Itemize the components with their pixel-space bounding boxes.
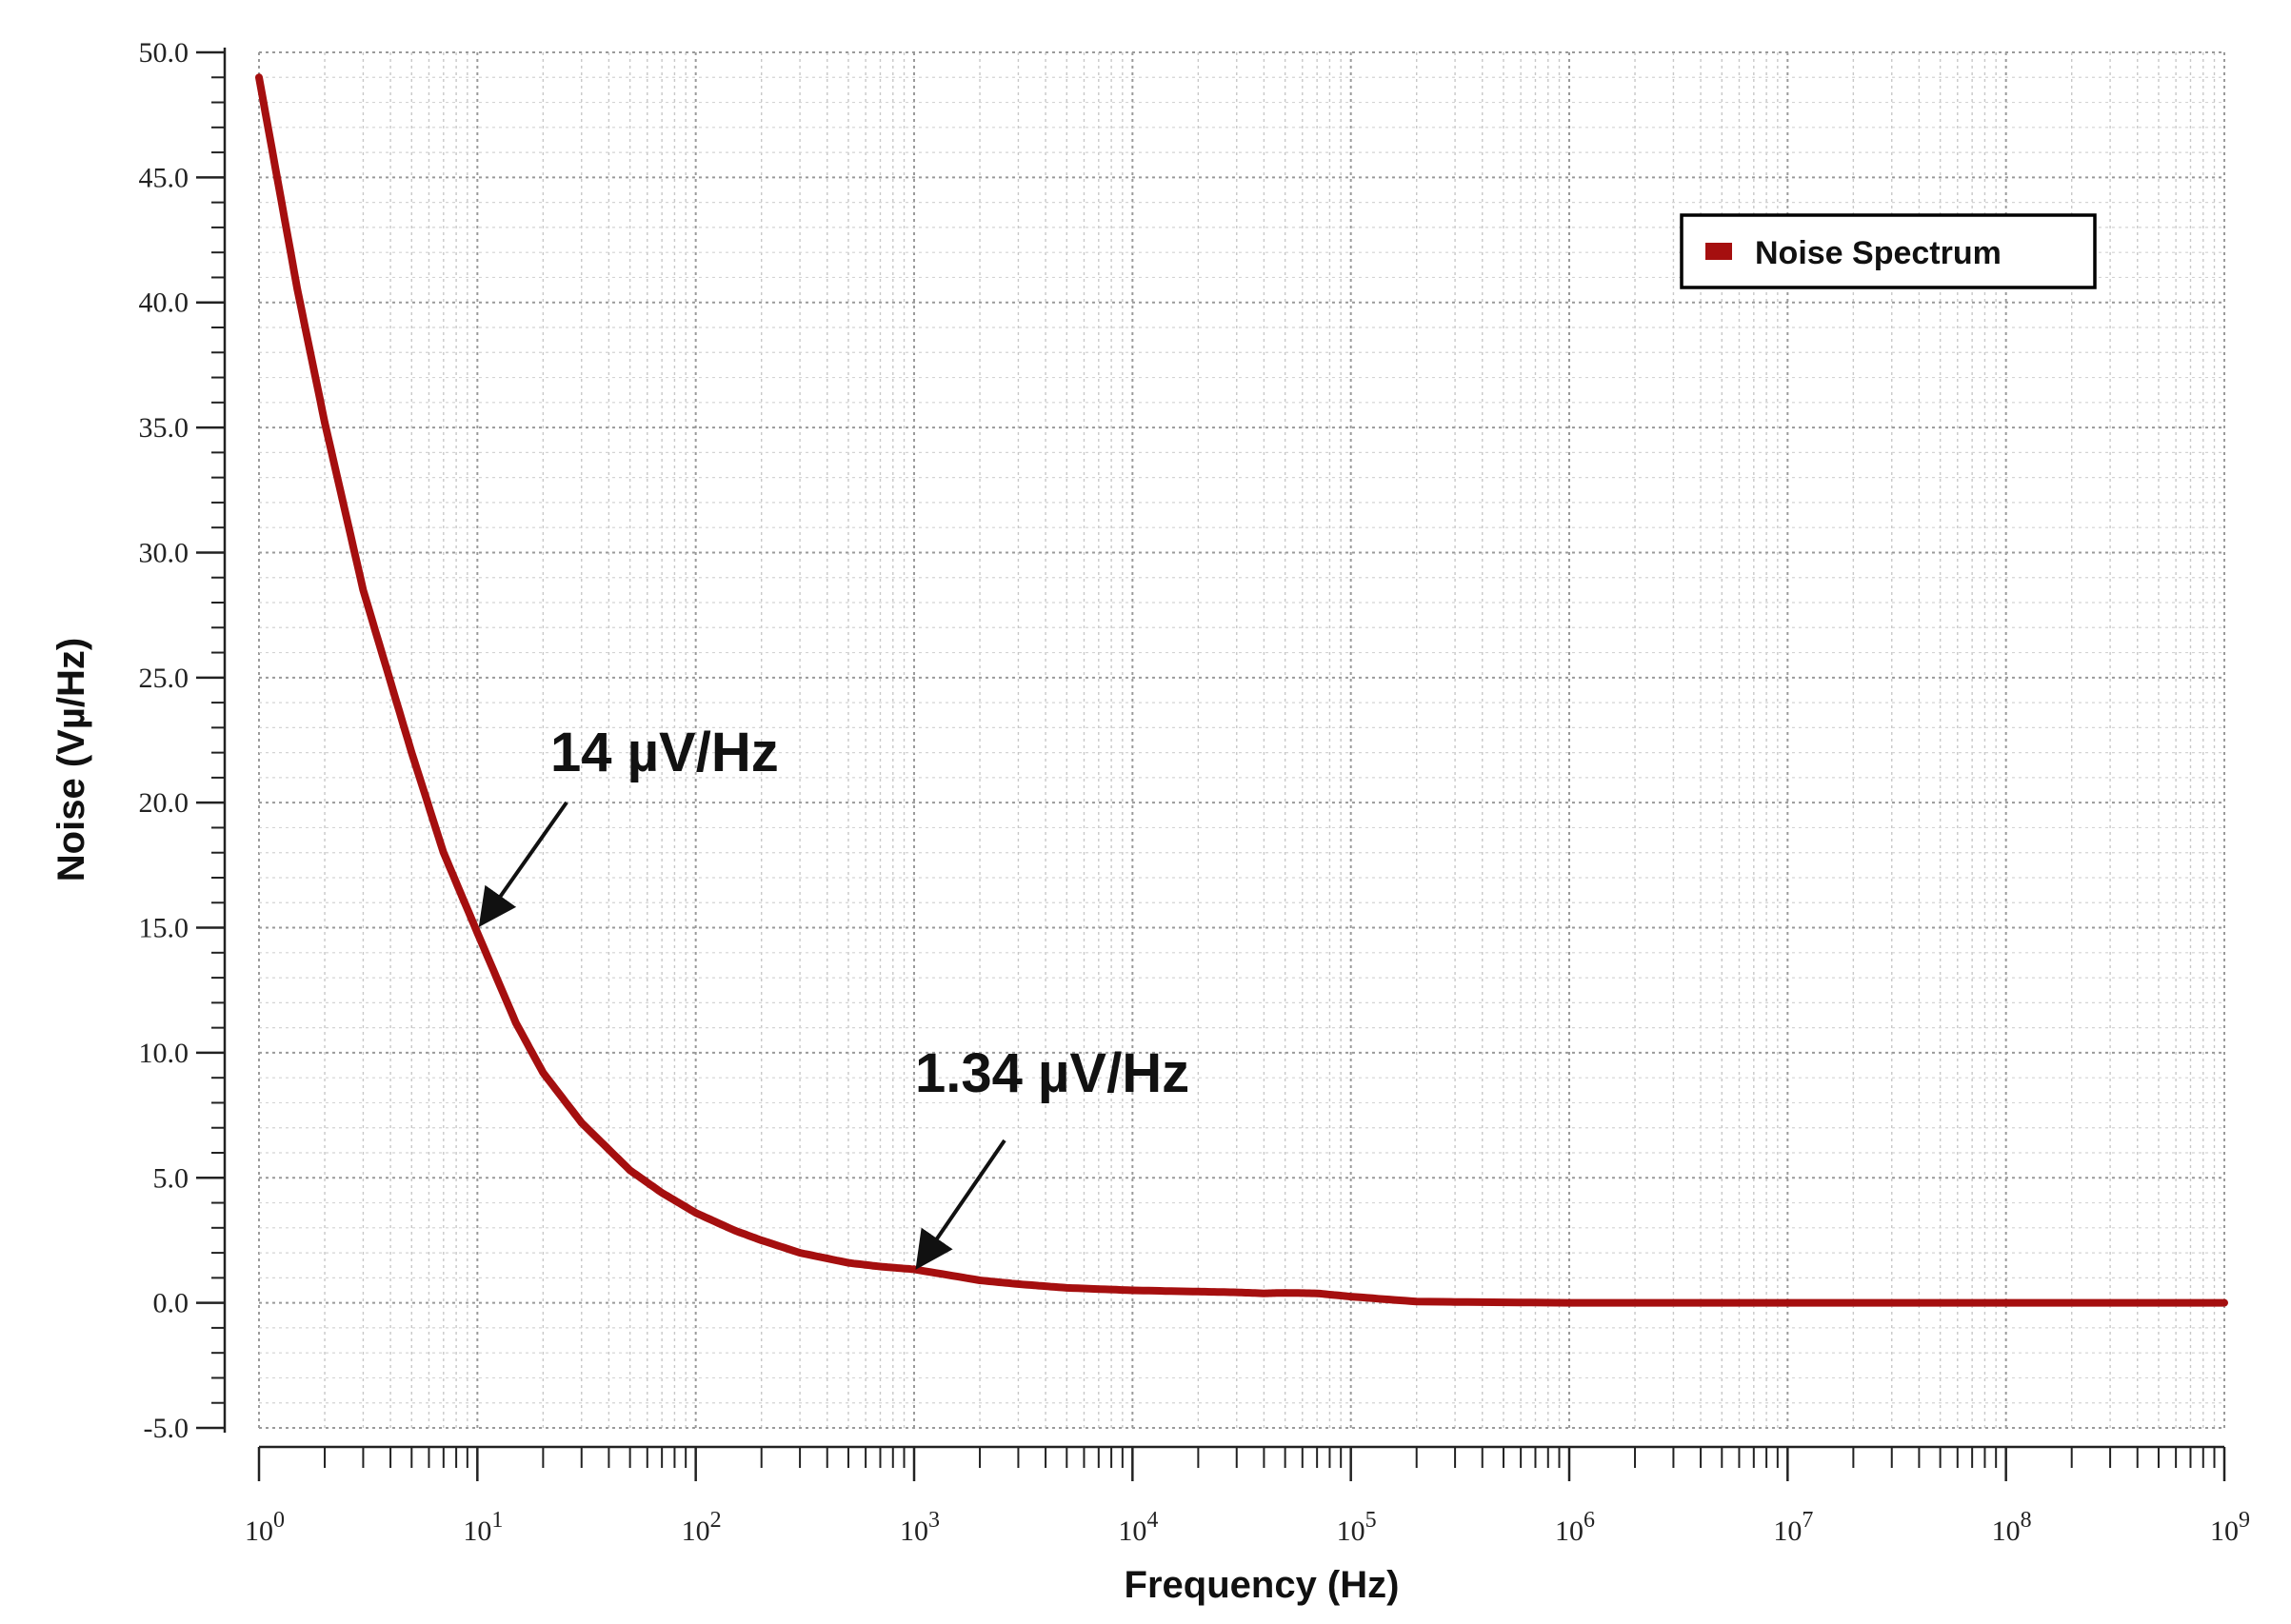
data-point — [2221, 1299, 2227, 1306]
series-layer — [255, 73, 2228, 1307]
data-point — [1347, 1294, 1354, 1300]
data-point — [578, 1119, 585, 1126]
legend-box — [1680, 213, 2097, 289]
y-tick-label: 40.0 — [139, 287, 189, 319]
data-point — [2002, 1299, 2009, 1306]
annotation-label: 14 µV/Hz — [550, 722, 779, 783]
annotation-arrow — [478, 801, 568, 927]
y-axis-title: Noise (Vµ/Hz) — [50, 638, 92, 881]
data-point — [474, 929, 481, 936]
data-point — [758, 1237, 765, 1243]
x-tick-label: 104 — [1118, 1508, 1158, 1547]
x-tick-label: 105 — [1337, 1508, 1377, 1547]
data-point — [1064, 1284, 1070, 1291]
data-point — [1261, 1290, 1267, 1297]
x-tick-label: 101 — [463, 1508, 503, 1547]
data-point — [1314, 1290, 1321, 1297]
y-tick-label: 35.0 — [139, 412, 189, 444]
data-point — [1129, 1287, 1136, 1294]
y-tick-label: 10.0 — [139, 1038, 189, 1069]
x-tick-label: 109 — [2210, 1508, 2250, 1547]
data-point — [440, 849, 447, 856]
data-point — [692, 1210, 699, 1217]
annotation-label: 1.34 µV/Hz — [915, 1042, 1189, 1104]
data-point — [911, 1266, 917, 1273]
axes — [223, 48, 2224, 1449]
y-tick-label: 25.0 — [139, 663, 189, 694]
data-point — [540, 1069, 547, 1076]
tick-labels: -5.0 0.0 5.0 10.0 15.0 20.0 25.0 30.0 35.0 40.0 45… — [139, 37, 2251, 1547]
y-tick-label: 15.0 — [139, 913, 189, 944]
data-point — [877, 1263, 884, 1270]
y-tick-label: -5.0 — [144, 1413, 189, 1444]
x-tick-label: 103 — [900, 1508, 940, 1547]
data-point — [256, 74, 262, 81]
data-point — [1566, 1299, 1572, 1306]
data-point — [408, 749, 415, 756]
legend: Noise Spectrum — [1680, 213, 2097, 289]
annotations: 14 µV/Hz 1.34 µV/Hz — [478, 722, 1189, 1270]
data-point — [1282, 1290, 1288, 1297]
x-axis-title: Frequency (Hz) — [1125, 1564, 1400, 1606]
data-point — [1015, 1280, 1022, 1287]
x-tick-label: 108 — [1992, 1508, 2032, 1547]
data-point — [1195, 1288, 1202, 1295]
data-point — [797, 1250, 804, 1257]
y-tick-label: 45.0 — [139, 162, 189, 193]
data-point — [659, 1190, 666, 1197]
data-point — [360, 586, 367, 593]
x-tick-label: 102 — [682, 1508, 722, 1547]
data-point — [977, 1277, 984, 1283]
data-point — [294, 287, 301, 293]
series-line-noise-spectrum — [255, 73, 2228, 1307]
y-tick-label: 50.0 — [139, 37, 189, 69]
legend-label: Noise Spectrum — [1755, 235, 2002, 271]
data-point — [845, 1259, 851, 1266]
x-tick-label: 107 — [1773, 1508, 1813, 1547]
annotation-arrow — [915, 1139, 1006, 1270]
data-point — [1784, 1299, 1791, 1306]
data-point — [1413, 1298, 1420, 1305]
x-tick-label: 106 — [1555, 1508, 1595, 1547]
data-point — [1233, 1289, 1240, 1296]
y-tick-label: 30.0 — [139, 537, 189, 568]
x-tick-label: 100 — [245, 1508, 285, 1547]
y-tick-label: 5.0 — [153, 1162, 189, 1194]
data-point — [512, 1020, 519, 1026]
data-point — [627, 1167, 633, 1174]
legend-swatch — [1705, 243, 1732, 260]
data-point — [322, 419, 329, 426]
ticks — [196, 50, 2226, 1481]
y-tick-label: 0.0 — [153, 1288, 189, 1319]
y-tick-label: 20.0 — [139, 787, 189, 819]
data-point — [731, 1227, 738, 1234]
